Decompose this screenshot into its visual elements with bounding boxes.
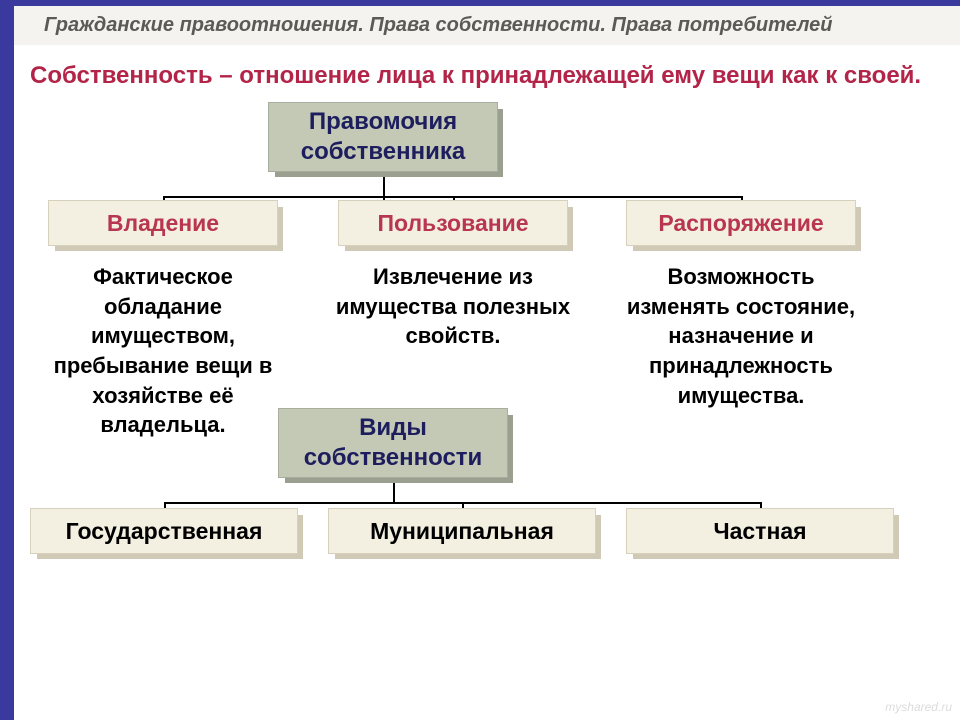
page-title: Гражданские правоотношения. Права собств… — [14, 6, 960, 45]
diagram1-root: Правомочия собственника — [268, 102, 498, 172]
diagram2-child-2: Частная — [626, 508, 894, 554]
definition-text: Собственность – отношение лица к принадл… — [30, 60, 930, 92]
diagram1-desc-1: Извлечение из имущества полезных свойств… — [330, 262, 576, 351]
diagram2-child-0: Государственная — [30, 508, 298, 554]
diagram1-child-0: Владение — [48, 200, 278, 246]
diagram2-root: Виды собственности — [278, 408, 508, 478]
diagram1-child-1: Пользование — [338, 200, 568, 246]
diagram1-desc-2: Возможность изменять состояние, назначен… — [614, 262, 868, 410]
left-accent-bar — [0, 0, 14, 720]
diagram2-child-2-label: Частная — [713, 517, 806, 546]
diagram1-desc-0: Фактическое обладание имуществом, пребыв… — [32, 262, 294, 440]
diagram1-child-0-label: Владение — [107, 209, 219, 238]
diagram2-child-0-label: Государственная — [66, 517, 263, 546]
diagram2-child-1: Муниципальная — [328, 508, 596, 554]
diagram1-root-label: Правомочия собственника — [277, 107, 489, 167]
connector-line — [393, 478, 395, 504]
connector-line — [383, 172, 385, 200]
diagram2-child-1-label: Муниципальная — [370, 517, 554, 546]
diagram2-root-label: Виды собственности — [287, 413, 499, 473]
diagram1-child-1-label: Пользование — [377, 209, 528, 238]
connector-line — [164, 502, 760, 504]
watermark: myshared.ru — [885, 700, 952, 714]
diagram1-child-2: Распоряжение — [626, 200, 856, 246]
diagram1-child-2-label: Распоряжение — [658, 209, 823, 238]
connector-line — [163, 196, 741, 198]
